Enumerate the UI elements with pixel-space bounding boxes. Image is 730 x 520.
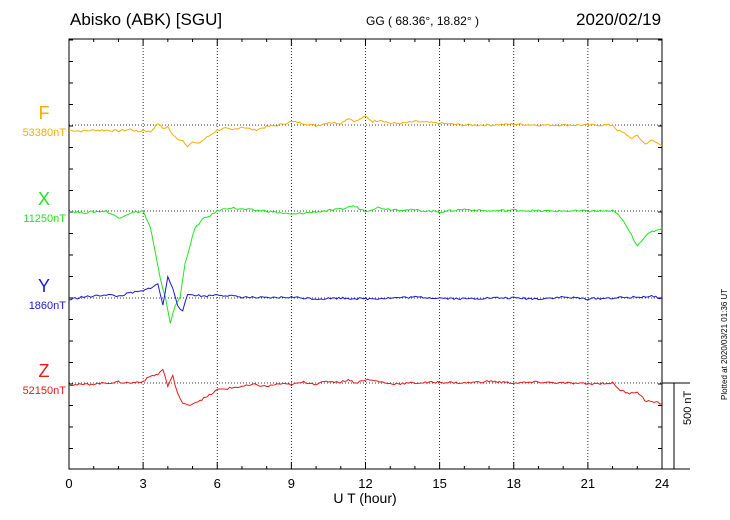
plot-area-frame [68,38,663,470]
series-line-Y [69,274,663,312]
x-tick-label: 18 [507,476,521,491]
x-tick-label: 21 [581,476,595,491]
series-line-Z [68,368,663,407]
x-tick-labels: 0 3 6 9 12 15 18 21 24 [65,476,669,491]
component-label-Z: Z [38,361,50,381]
baseline-value-Y: 1860nT [28,300,66,312]
component-label-Y: Y [37,276,50,296]
date-label: 2020/02/19 [576,10,662,29]
geographic-coordinates: GG ( 68.36°, 18.82° ) [366,14,479,28]
baseline-value-X: 11250nT [23,213,66,225]
x-tick-label: 12 [358,476,372,491]
component-label-F: F [38,103,50,123]
baseline-value-F: 53380nT [22,127,66,139]
component-label-X: X [37,189,50,209]
x-tick-label: 3 [140,476,147,491]
x-tick-label: 0 [65,476,72,491]
x-axis-label: U T (hour) [333,490,397,506]
series-line-X [68,205,663,324]
series-lines [68,115,663,407]
x-tick-label: 6 [214,476,221,491]
series-line-F [69,115,663,148]
plotted-timestamp: Plotted at 2020/03/21 01:36 UT [720,288,729,400]
station-title: Abisko (ABK) [SGU] [70,10,223,29]
grid-lines [69,39,662,469]
x-tick-label: 15 [432,476,446,491]
scale-bar-label: 500 nT [682,390,694,425]
x-tick-label: 9 [288,476,295,491]
tick-marks [68,39,663,469]
x-tick-label: 24 [655,476,669,491]
baseline-value-Z: 52150nT [22,385,66,397]
scale-bar [662,382,690,470]
